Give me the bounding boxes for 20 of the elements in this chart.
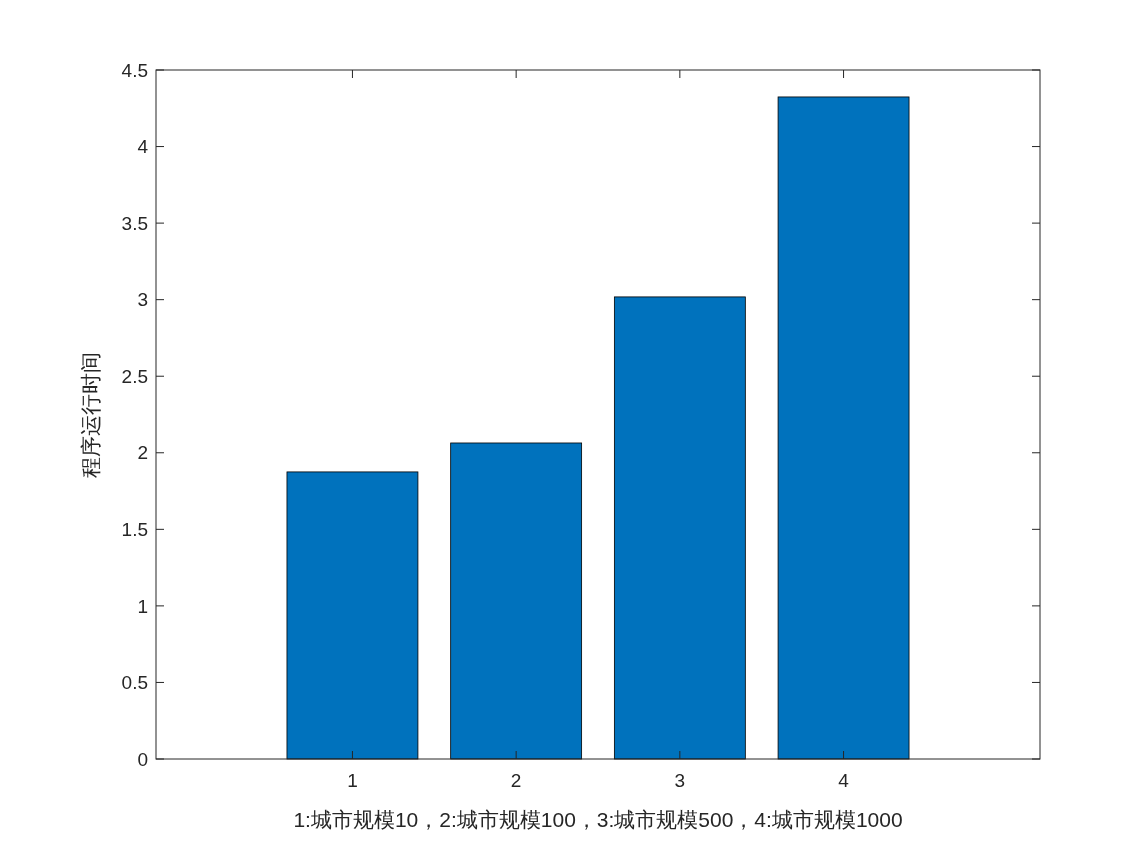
y-tick-label: 4	[137, 136, 149, 158]
y-tick-label: 3.5	[121, 212, 148, 234]
bar	[286, 471, 419, 760]
y-tick-label: 1.5	[121, 518, 148, 540]
bar	[613, 296, 746, 760]
x-tick-label: 2	[510, 770, 522, 791]
bar	[450, 442, 583, 760]
x-tick-label: 1	[347, 770, 358, 791]
y-tick-label: 4.5	[121, 59, 148, 81]
x-tick-label: 3	[674, 770, 686, 791]
y-tick-label: 2	[137, 442, 148, 464]
y-tick-label: 3	[137, 289, 148, 311]
y-tick-label: 0.5	[121, 672, 148, 694]
bar	[777, 96, 910, 760]
y-axis-title: 程序运行时间	[79, 351, 102, 478]
y-tick-label: 2.5	[121, 365, 148, 387]
y-tick-label: 1	[137, 595, 148, 617]
x-axis-title: 1:城市规模10，2:城市规模100，3:城市规模500，4:城市规模1000	[293, 808, 903, 831]
x-tick-label: 4	[838, 770, 850, 791]
y-tick-label: 0	[137, 748, 148, 770]
